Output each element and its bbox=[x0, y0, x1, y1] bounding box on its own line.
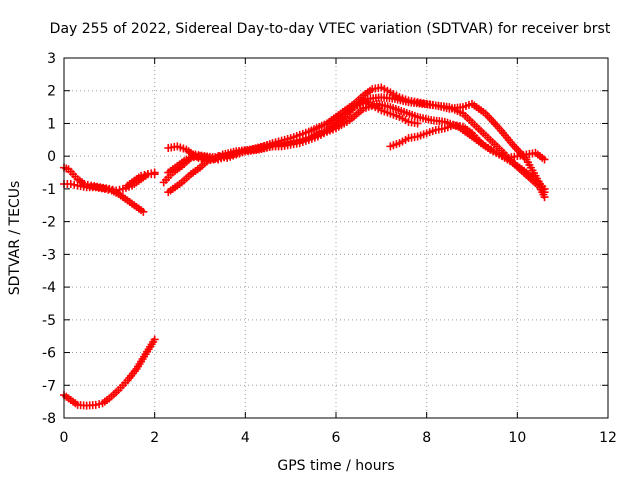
x-tick-label: 0 bbox=[60, 430, 69, 446]
y-axis-label: SDTVAR / TECUs bbox=[7, 181, 23, 296]
x-tick-label: 12 bbox=[599, 430, 617, 446]
series-track-3 bbox=[123, 170, 159, 190]
y-tick-label: 0 bbox=[47, 149, 56, 165]
x-tick-label: 4 bbox=[241, 430, 250, 446]
data-point bbox=[540, 155, 549, 164]
y-tick-label: 2 bbox=[47, 84, 56, 100]
series-track-2 bbox=[60, 180, 148, 216]
data-point bbox=[413, 119, 422, 128]
chart-title: Day 255 of 2022, Sidereal Day-to-day VTE… bbox=[50, 21, 611, 37]
x-tick-label: 6 bbox=[332, 430, 341, 446]
y-tick-label: -3 bbox=[42, 247, 56, 263]
x-tick-label: 8 bbox=[422, 430, 431, 446]
x-tick-label: 10 bbox=[508, 430, 526, 446]
y-tick-label: -2 bbox=[42, 215, 56, 231]
series-track-9 bbox=[159, 98, 422, 187]
y-tick-label: -4 bbox=[42, 280, 56, 296]
y-tick-label: 3 bbox=[47, 51, 56, 67]
y-tick-label: -8 bbox=[42, 411, 56, 427]
data-point bbox=[150, 170, 159, 179]
y-tick-label: -1 bbox=[42, 182, 56, 198]
y-tick-label: -6 bbox=[42, 346, 56, 362]
data-point bbox=[150, 335, 159, 344]
data-point bbox=[540, 188, 549, 197]
y-tick-label: -5 bbox=[42, 313, 56, 329]
x-axis-label: GPS time / hours bbox=[277, 458, 394, 474]
y-tick-labels: -8 -7 -6 -5 -4 -3 -2 -1 0 1 2 3 bbox=[42, 51, 56, 427]
x-tick-label: 2 bbox=[150, 430, 159, 446]
data-series bbox=[60, 83, 549, 410]
series-track-8 bbox=[386, 121, 549, 164]
series-track-4 bbox=[60, 335, 159, 410]
x-tick-labels: 0 2 4 6 8 10 12 bbox=[60, 430, 617, 446]
axis-ticks bbox=[63, 57, 609, 419]
grid bbox=[64, 58, 608, 418]
data-point bbox=[139, 207, 148, 216]
y-tick-label: -7 bbox=[42, 378, 56, 394]
series-track-5 bbox=[164, 83, 549, 202]
y-tick-label: 1 bbox=[47, 116, 56, 132]
